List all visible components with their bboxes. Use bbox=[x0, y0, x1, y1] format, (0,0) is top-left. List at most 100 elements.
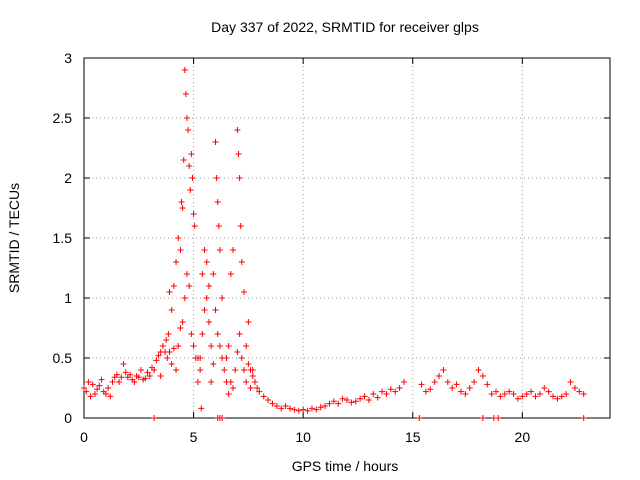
data-point bbox=[98, 376, 105, 383]
data-point bbox=[400, 379, 407, 385]
data-point bbox=[163, 337, 170, 343]
data-point bbox=[223, 379, 230, 385]
data-point bbox=[291, 406, 298, 413]
data-point bbox=[184, 271, 191, 277]
data-point bbox=[374, 394, 381, 401]
data-point bbox=[96, 382, 103, 389]
data-point bbox=[159, 343, 166, 349]
data-point bbox=[523, 391, 530, 397]
data-point bbox=[190, 211, 197, 217]
data-point bbox=[83, 388, 90, 395]
data-point bbox=[221, 367, 228, 373]
data-point bbox=[214, 331, 221, 337]
data-point bbox=[269, 400, 276, 407]
data-point bbox=[352, 398, 359, 405]
data-point bbox=[365, 397, 372, 403]
data-point bbox=[453, 381, 460, 388]
data-point bbox=[254, 385, 261, 391]
data-point bbox=[223, 355, 230, 361]
data-point bbox=[501, 391, 508, 397]
data-point bbox=[166, 349, 173, 355]
data-point bbox=[370, 391, 377, 397]
data-point bbox=[514, 395, 521, 402]
data-point bbox=[444, 379, 451, 385]
data-point bbox=[238, 259, 245, 265]
data-point bbox=[107, 393, 114, 400]
data-point bbox=[510, 391, 517, 397]
data-point bbox=[131, 379, 138, 385]
data-point bbox=[181, 67, 188, 73]
data-point bbox=[210, 271, 217, 277]
data-point bbox=[201, 307, 208, 313]
data-point bbox=[105, 385, 112, 391]
data-point bbox=[219, 415, 226, 421]
data-point bbox=[519, 393, 526, 400]
data-point bbox=[142, 375, 149, 382]
data-point bbox=[175, 343, 182, 349]
data-point bbox=[168, 307, 175, 313]
data-point bbox=[235, 151, 242, 157]
data-point bbox=[91, 391, 98, 397]
data-point bbox=[528, 388, 535, 395]
data-point bbox=[177, 247, 184, 253]
data-point bbox=[479, 373, 486, 379]
data-point bbox=[184, 115, 191, 121]
data-point bbox=[189, 175, 196, 181]
data-point bbox=[317, 404, 324, 411]
data-point bbox=[457, 388, 464, 395]
data-point bbox=[181, 295, 188, 301]
data-point bbox=[240, 367, 247, 373]
data-point bbox=[81, 385, 87, 391]
data-point bbox=[387, 386, 394, 393]
data-point bbox=[497, 393, 504, 400]
data-point bbox=[265, 397, 272, 403]
y-tick-label: 3 bbox=[64, 50, 72, 66]
data-point bbox=[155, 352, 162, 359]
y-tick-labels: 0 0.5 1 1.5 2 2.5 3 bbox=[53, 50, 73, 426]
data-point bbox=[198, 405, 205, 412]
data-point bbox=[182, 91, 189, 97]
data-point bbox=[118, 374, 125, 381]
data-point bbox=[558, 393, 565, 400]
data-point bbox=[135, 374, 142, 381]
data-point bbox=[234, 127, 241, 133]
data-point bbox=[225, 391, 232, 397]
data-point bbox=[203, 295, 210, 301]
data-point bbox=[175, 235, 182, 241]
data-point bbox=[488, 391, 495, 397]
data-point bbox=[247, 385, 254, 391]
data-point bbox=[194, 379, 201, 385]
data-point bbox=[216, 343, 223, 349]
data-point bbox=[493, 388, 500, 395]
data-point bbox=[475, 367, 482, 373]
data-point bbox=[203, 259, 210, 265]
data-point bbox=[137, 367, 144, 373]
data-point bbox=[215, 223, 222, 229]
data-point bbox=[436, 373, 443, 379]
data-point bbox=[170, 283, 177, 289]
data-point bbox=[245, 361, 252, 367]
data-point bbox=[243, 379, 250, 385]
data-point bbox=[178, 199, 185, 205]
data-point bbox=[563, 391, 570, 397]
data-point bbox=[186, 163, 193, 169]
data-point bbox=[440, 367, 447, 373]
data-point bbox=[495, 415, 502, 421]
data-point bbox=[348, 399, 355, 406]
data-point bbox=[554, 395, 561, 402]
plot-frame bbox=[83, 57, 611, 419]
y-axis-label: SRMTID / TECUs bbox=[6, 183, 22, 293]
data-point bbox=[109, 379, 116, 385]
data-point bbox=[339, 395, 346, 402]
y-tick-label: 2 bbox=[64, 170, 72, 186]
data-point bbox=[102, 391, 109, 397]
data-point bbox=[151, 367, 158, 373]
data-point bbox=[151, 415, 158, 421]
data-point bbox=[173, 367, 180, 373]
data-point bbox=[166, 289, 173, 295]
data-point bbox=[212, 307, 219, 313]
data-point bbox=[146, 373, 153, 379]
data-point bbox=[232, 367, 239, 373]
data-point bbox=[240, 289, 247, 295]
data-point bbox=[330, 398, 337, 405]
